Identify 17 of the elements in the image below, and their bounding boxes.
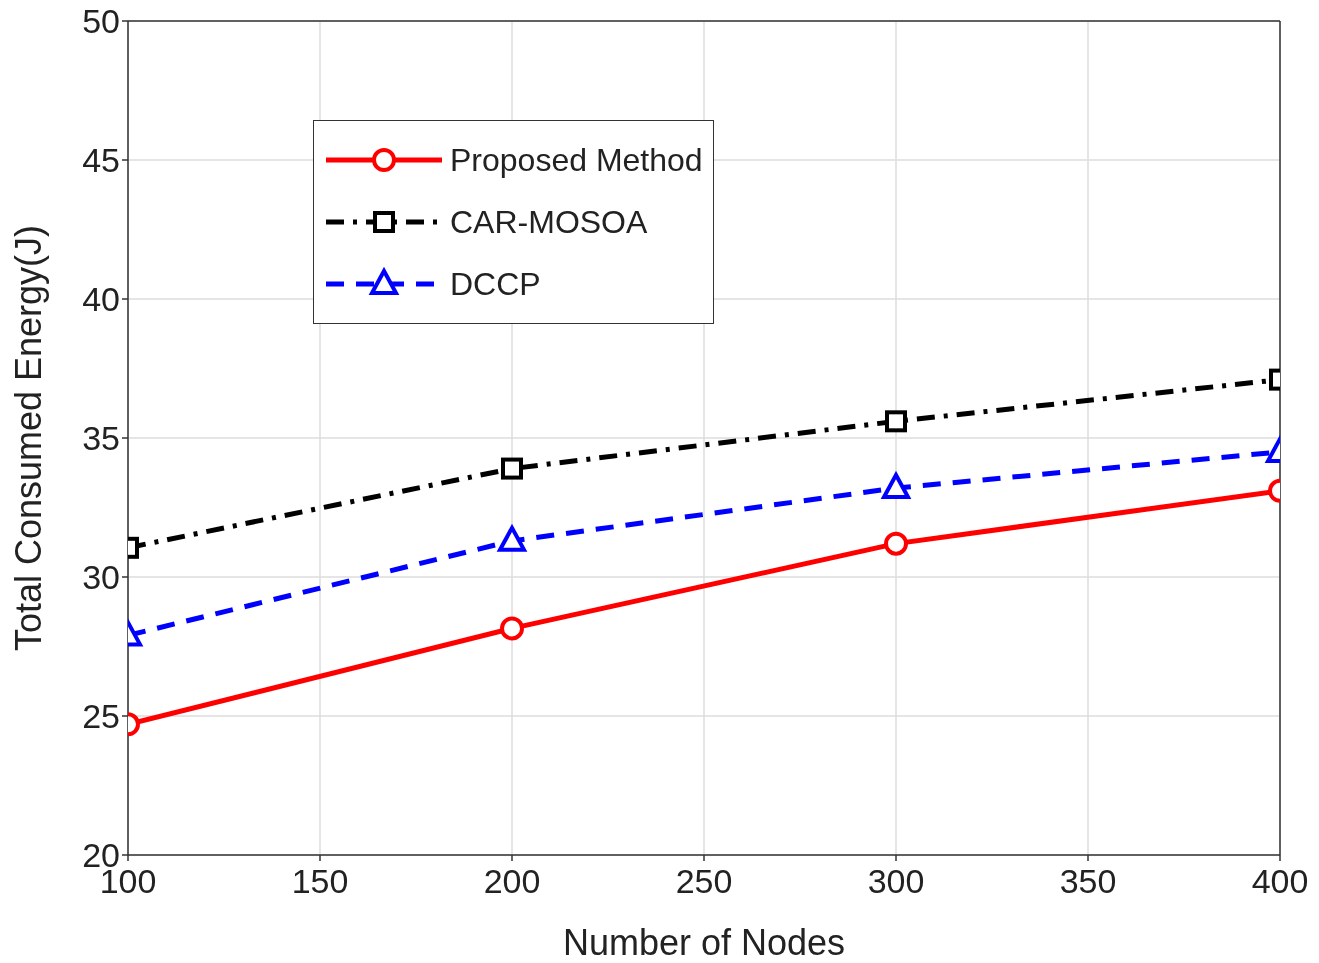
y-tick-label: 45 — [82, 141, 120, 180]
x-tick-label: 200 — [483, 862, 541, 901]
x-tick-label: 150 — [291, 862, 349, 901]
x-axis-title: Number of Nodes — [562, 922, 846, 963]
y-tick-label: 30 — [82, 558, 120, 597]
legend-label: Proposed Method — [450, 141, 703, 179]
x-tick-label: 300 — [867, 862, 925, 901]
legend-label: CAR-MOSOA — [450, 203, 648, 241]
x-tick-label: 350 — [1059, 862, 1117, 901]
y-tick-label: 40 — [82, 280, 120, 319]
x-tick-label: 250 — [675, 862, 733, 901]
y-tick-label: 25 — [82, 697, 120, 736]
y-tick-label: 50 — [82, 2, 120, 41]
y-tick-label: 35 — [82, 419, 120, 458]
x-tick-label: 400 — [1251, 862, 1309, 901]
legend-label: DCCP — [450, 265, 541, 303]
y-axis-title: Total Consumed Energy(J) — [7, 224, 49, 652]
